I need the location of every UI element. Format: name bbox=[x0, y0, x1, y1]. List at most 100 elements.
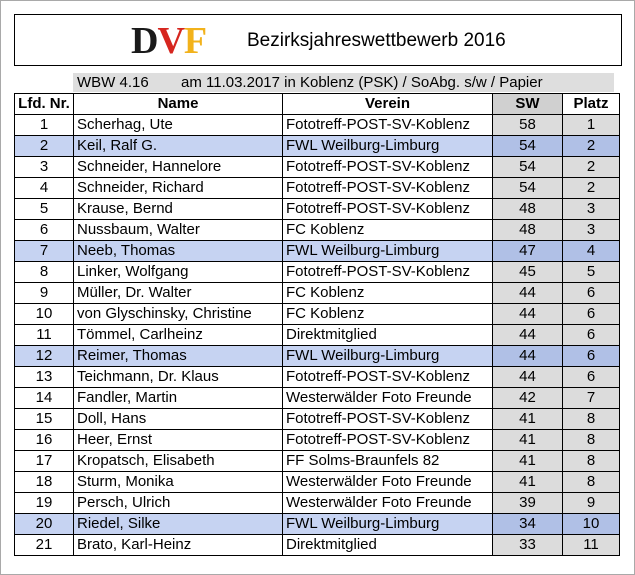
cell-nr: 8 bbox=[14, 261, 74, 283]
cell-name: Linker, Wolfgang bbox=[73, 261, 283, 283]
cell-name: Müller, Dr. Walter bbox=[73, 282, 283, 304]
col-header-name: Name bbox=[73, 93, 283, 115]
page-title: Bezirksjahreswettbewerb 2016 bbox=[247, 30, 506, 51]
cell-verein: Fototreff-POST-SV-Koblenz bbox=[282, 261, 493, 283]
table-row: 11 Tömmel, Carlheinz Direktmitglied 44 6 bbox=[14, 324, 620, 346]
table-row: 19 Persch, Ulrich Westerwälder Foto Freund… bbox=[14, 492, 620, 514]
table-row: 2 Keil, Ralf G. FWL Weilburg-Limburg 54 2 bbox=[14, 135, 620, 157]
cell-name: Tömmel, Carlheinz bbox=[73, 324, 283, 346]
cell-verein: FWL Weilburg-Limburg bbox=[282, 240, 493, 262]
cell-platz: 2 bbox=[562, 156, 620, 178]
results-table: Lfd. Nr. Name Verein SW Platz 1 Scherhag,… bbox=[14, 93, 620, 556]
cell-nr: 16 bbox=[14, 429, 74, 451]
cell-verein: FC Koblenz bbox=[282, 303, 493, 325]
cell-nr: 14 bbox=[14, 387, 74, 409]
cell-sw: 58 bbox=[492, 114, 563, 136]
results-body: 1 Scherhag, Ute Fototreff-POST-SV-Koblenz 5… bbox=[14, 114, 620, 556]
col-header-nr: Lfd. Nr. bbox=[14, 93, 74, 115]
cell-name: Brato, Karl-Heinz bbox=[73, 534, 283, 556]
dvf-logo: D V F bbox=[131, 20, 207, 62]
cell-name: Fandler, Martin bbox=[73, 387, 283, 409]
cell-verein: Fototreff-POST-SV-Koblenz bbox=[282, 408, 493, 430]
table-row: 17 Kropatsch, Elisabeth FF Solms-Braunfels… bbox=[14, 450, 620, 472]
cell-verein: FC Koblenz bbox=[282, 219, 493, 241]
cell-name: Doll, Hans bbox=[73, 408, 283, 430]
cell-name: Scherhag, Ute bbox=[73, 114, 283, 136]
cell-nr: 19 bbox=[14, 492, 74, 514]
cell-sw: 54 bbox=[492, 135, 563, 157]
cell-platz: 9 bbox=[562, 492, 620, 514]
cell-sw: 33 bbox=[492, 534, 563, 556]
col-header-sw: SW bbox=[492, 93, 563, 115]
cell-platz: 3 bbox=[562, 198, 620, 220]
table-header-row: Lfd. Nr. Name Verein SW Platz bbox=[14, 93, 620, 115]
cell-nr: 15 bbox=[14, 408, 74, 430]
table-row: 9 Müller, Dr. Walter FC Koblenz 44 6 bbox=[14, 282, 620, 304]
cell-verein: FWL Weilburg-Limburg bbox=[282, 513, 493, 535]
table-row: 18 Sturm, Monika Westerwälder Foto Freunde… bbox=[14, 471, 620, 493]
cell-platz: 10 bbox=[562, 513, 620, 535]
cell-verein: FWL Weilburg-Limburg bbox=[282, 135, 493, 157]
cell-verein: Westerwälder Foto Freunde bbox=[282, 492, 493, 514]
cell-nr: 5 bbox=[14, 198, 74, 220]
cell-sw: 54 bbox=[492, 156, 563, 178]
cell-platz: 7 bbox=[562, 387, 620, 409]
cell-nr: 2 bbox=[14, 135, 74, 157]
cell-name: Persch, Ulrich bbox=[73, 492, 283, 514]
cell-name: Teichmann, Dr. Klaus bbox=[73, 366, 283, 388]
cell-verein: FF Solms-Braunfels 82 bbox=[282, 450, 493, 472]
cell-verein: Fototreff-POST-SV-Koblenz bbox=[282, 114, 493, 136]
cell-nr: 20 bbox=[14, 513, 74, 535]
header-box: D V F Bezirksjahreswettbewerb 2016 bbox=[14, 14, 622, 66]
cell-name: Sturm, Monika bbox=[73, 471, 283, 493]
cell-nr: 4 bbox=[14, 177, 74, 199]
cell-sw: 44 bbox=[492, 282, 563, 304]
cell-verein: Fototreff-POST-SV-Koblenz bbox=[282, 429, 493, 451]
cell-platz: 3 bbox=[562, 219, 620, 241]
cell-verein: Fototreff-POST-SV-Koblenz bbox=[282, 156, 493, 178]
cell-platz: 8 bbox=[562, 429, 620, 451]
table-row: 7 Neeb, Thomas FWL Weilburg-Limburg 47 4 bbox=[14, 240, 620, 262]
cell-name: Riedel, Silke bbox=[73, 513, 283, 535]
table-row: 6 Nussbaum, Walter FC Koblenz 48 3 bbox=[14, 219, 620, 241]
table-row: 13 Teichmann, Dr. Klaus Fototreff-POST-SV-… bbox=[14, 366, 620, 388]
cell-nr: 11 bbox=[14, 324, 74, 346]
cell-sw: 34 bbox=[492, 513, 563, 535]
cell-nr: 12 bbox=[14, 345, 74, 367]
logo-letter-d: D bbox=[131, 20, 158, 62]
cell-verein: FWL Weilburg-Limburg bbox=[282, 345, 493, 367]
cell-sw: 42 bbox=[492, 387, 563, 409]
logo-letter-v: V bbox=[157, 20, 184, 62]
table-row: 3 Schneider, Hannelore Fototreff-POST-SV-K… bbox=[14, 156, 620, 178]
cell-sw: 47 bbox=[492, 240, 563, 262]
cell-platz: 6 bbox=[562, 324, 620, 346]
cell-verein: Direktmitglied bbox=[282, 324, 493, 346]
cell-sw: 41 bbox=[492, 471, 563, 493]
cell-name: Kropatsch, Elisabeth bbox=[73, 450, 283, 472]
table-row: 14 Fandler, Martin Westerwälder Foto Freun… bbox=[14, 387, 620, 409]
cell-platz: 8 bbox=[562, 471, 620, 493]
cell-platz: 8 bbox=[562, 450, 620, 472]
cell-sw: 39 bbox=[492, 492, 563, 514]
cell-name: Keil, Ralf G. bbox=[73, 135, 283, 157]
cell-sw: 44 bbox=[492, 324, 563, 346]
cell-sw: 44 bbox=[492, 303, 563, 325]
col-header-platz: Platz bbox=[562, 93, 620, 115]
cell-nr: 10 bbox=[14, 303, 74, 325]
cell-platz: 6 bbox=[562, 282, 620, 304]
cell-platz: 1 bbox=[562, 114, 620, 136]
cell-platz: 11 bbox=[562, 534, 620, 556]
cell-platz: 4 bbox=[562, 240, 620, 262]
table-row: 10 von Glyschinsky, Christine FC Koblenz 44… bbox=[14, 303, 620, 325]
cell-nr: 3 bbox=[14, 156, 74, 178]
cell-nr: 1 bbox=[14, 114, 74, 136]
cell-name: Krause, Bernd bbox=[73, 198, 283, 220]
cell-verein: Westerwälder Foto Freunde bbox=[282, 387, 493, 409]
cell-sw: 48 bbox=[492, 198, 563, 220]
subheader-bar: WBW 4.16 am 11.03.2017 in Koblenz (PSK) … bbox=[73, 73, 614, 92]
table-row: 8 Linker, Wolfgang Fototreff-POST-SV-Koble… bbox=[14, 261, 620, 283]
table-row: 5 Krause, Bernd Fototreff-POST-SV-Koblenz 4… bbox=[14, 198, 620, 220]
table-row: 21 Brato, Karl-Heinz Direktmitglied 33 11 bbox=[14, 534, 620, 556]
cell-name: Nussbaum, Walter bbox=[73, 219, 283, 241]
cell-platz: 5 bbox=[562, 261, 620, 283]
